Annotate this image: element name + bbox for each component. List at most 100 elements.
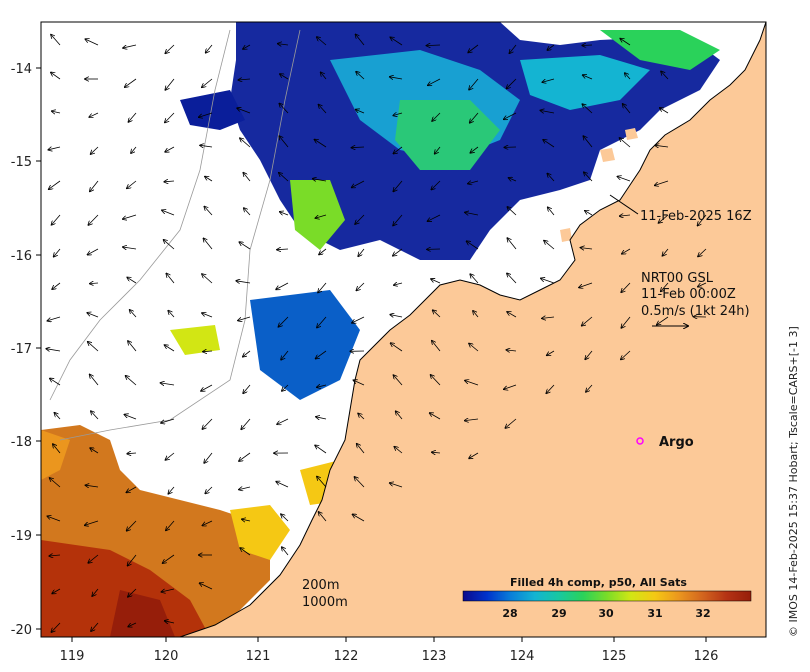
current-vector — [280, 74, 289, 80]
current-vector — [469, 452, 479, 458]
current-vector — [85, 485, 99, 487]
current-scale-label: 0.5m/s (1kt 24h) — [641, 304, 750, 319]
current-vector — [88, 342, 99, 352]
current-vector — [433, 310, 441, 318]
current-vector — [124, 415, 137, 420]
current-vector — [393, 146, 403, 154]
current-vector — [123, 247, 137, 249]
current-vector — [51, 622, 61, 632]
current-vector — [465, 381, 479, 386]
current-vector — [282, 384, 289, 391]
current-vector — [431, 279, 441, 284]
current-vector — [623, 104, 631, 114]
current-vector — [85, 520, 99, 525]
current-vector — [46, 349, 61, 351]
current-vector — [352, 316, 365, 323]
x-tick-label: 124 — [510, 649, 535, 664]
current-vectors — [46, 34, 707, 632]
current-vector — [91, 622, 99, 631]
colorbar-tick-label: 32 — [695, 607, 710, 620]
current-vector — [277, 249, 289, 250]
current-vector — [165, 621, 175, 623]
current-vector — [583, 136, 593, 148]
colorbar-tick-label: 30 — [598, 607, 614, 620]
current-vector — [240, 138, 251, 148]
current-vector — [239, 452, 251, 461]
y-tick-label: -14 — [11, 62, 32, 77]
current-vector — [393, 375, 403, 386]
current-vector — [50, 378, 61, 386]
x-tick-label: 119 — [60, 649, 85, 664]
current-vector — [123, 214, 137, 219]
current-vector — [509, 44, 517, 53]
islands — [560, 128, 638, 242]
current-vector — [165, 44, 175, 53]
current-vector — [279, 104, 289, 114]
map-area[interactable] — [41, 22, 766, 637]
current-vector — [470, 112, 479, 123]
current-vector — [88, 214, 99, 225]
current-vector — [316, 417, 327, 419]
argo-float-marker[interactable] — [636, 437, 644, 445]
current-vector — [201, 384, 213, 391]
current-vector — [276, 282, 289, 289]
current-vector — [582, 316, 593, 326]
current-vector — [621, 350, 631, 360]
current-vector — [243, 44, 251, 49]
current-vector — [204, 452, 213, 463]
colorbar-bar — [462, 590, 752, 602]
current-vector — [393, 214, 403, 226]
current-time-label: 11-Feb 00:00Z — [641, 287, 736, 302]
depth-contours — [49, 29, 301, 441]
map-frame — [40, 21, 767, 638]
current-vector — [52, 588, 61, 594]
current-vector — [164, 240, 175, 250]
current-vector — [507, 207, 517, 216]
current-vector — [165, 78, 175, 90]
current-vector — [620, 138, 631, 148]
current-vector — [544, 241, 555, 250]
current-vector — [469, 344, 479, 352]
current-vector — [582, 45, 593, 46]
current-vector — [470, 146, 479, 153]
x-tick-label: 123 — [422, 649, 447, 664]
current-vector — [202, 78, 213, 87]
current-vector — [240, 548, 251, 556]
current-vector — [47, 516, 61, 522]
current-vector — [431, 375, 441, 386]
y-tick-label: -16 — [11, 249, 32, 264]
current-vector — [164, 181, 175, 182]
current-vector — [467, 241, 479, 250]
current-vector — [432, 341, 441, 352]
current-vector — [662, 248, 669, 256]
current-vector — [88, 554, 99, 563]
sst-patches-south — [41, 425, 290, 637]
current-vector — [87, 313, 99, 318]
current-vector — [125, 78, 137, 87]
current-vector — [128, 588, 137, 597]
current-vector — [431, 180, 441, 190]
current-vector — [390, 37, 403, 46]
current-vector — [621, 282, 631, 292]
contour-1000m-label: 1000m — [302, 595, 348, 610]
current-vector — [432, 112, 441, 121]
colorbar-ticks: 28 29 30 31 32 — [502, 607, 710, 620]
current-vector — [165, 112, 175, 123]
current-vector — [468, 181, 479, 184]
current-vector — [393, 248, 403, 256]
contour-200m-label: 200m — [302, 578, 339, 593]
current-vector — [51, 35, 61, 46]
current-vector — [390, 315, 403, 317]
current-vector — [585, 350, 593, 359]
current-vector — [318, 282, 327, 293]
current-vector — [52, 214, 61, 225]
x-tick-label: 121 — [246, 649, 271, 664]
current-vector — [90, 375, 99, 386]
current-vector — [505, 418, 517, 428]
current-vector — [396, 411, 403, 420]
current-vector — [206, 44, 213, 53]
current-vector — [277, 418, 289, 424]
current-vector — [351, 147, 365, 148]
current-vector — [356, 110, 365, 114]
